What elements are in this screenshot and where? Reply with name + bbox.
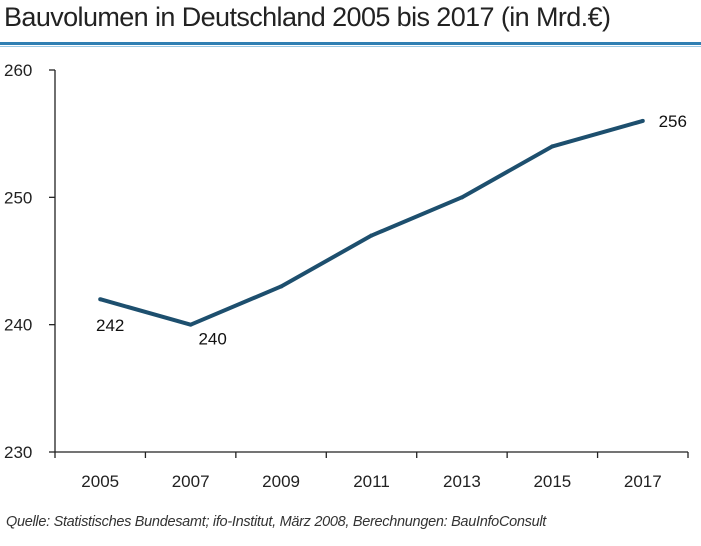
data-label: 256 [659,112,687,131]
y-tick-label: 230 [4,443,32,462]
x-tick-label: 2013 [443,472,481,491]
data-point [279,284,284,289]
data-point [550,144,555,149]
x-tick-label: 2011 [353,472,390,491]
data-point [640,118,645,123]
data-label: 240 [198,330,226,349]
y-tick-label: 240 [4,316,32,335]
x-tick-label: 2005 [81,472,119,491]
x-tick-label: 2007 [172,472,210,491]
y-tick-label: 260 [4,61,32,80]
data-point [369,233,374,238]
source-note: Quelle: Statistisches Bundesamt; ifo-Ins… [6,514,547,530]
y-tick-label: 250 [4,188,32,207]
data-label: 242 [96,316,124,335]
data-point [459,195,464,200]
x-tick-label: 2009 [262,472,300,491]
title-rule-light [0,46,701,47]
chart-title: Bauvolumen in Deutschland 2005 bis 2017 … [4,2,611,32]
x-tick-label: 2017 [624,472,662,491]
data-line [99,119,644,327]
data-point [188,322,193,327]
x-tick-label: 2015 [533,472,571,491]
title-rule [0,42,701,45]
data-point [98,297,103,302]
